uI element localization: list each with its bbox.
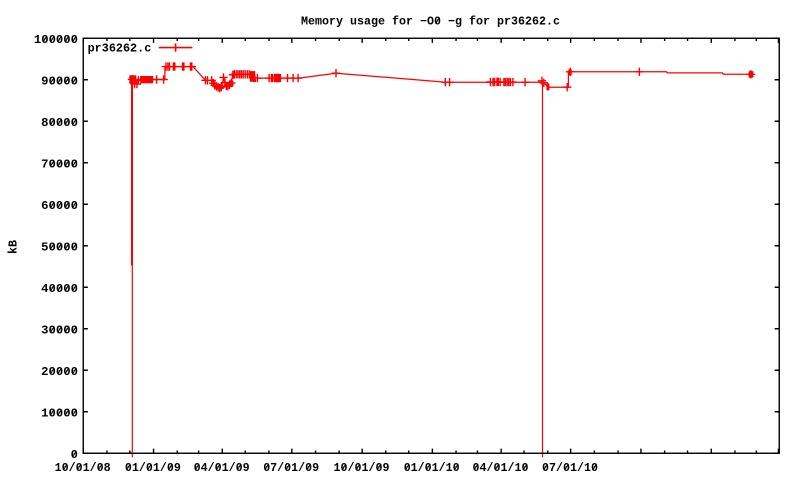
svg-text:kB: kB bbox=[7, 240, 21, 254]
svg-text:04/01/10: 04/01/10 bbox=[473, 461, 529, 475]
svg-text:Memory usage for −O0 −g for pr: Memory usage for −O0 −g for pr36262.c bbox=[301, 15, 560, 29]
svg-text:100000: 100000 bbox=[34, 33, 78, 47]
svg-text:70000: 70000 bbox=[41, 158, 78, 172]
svg-text:10/01/09: 10/01/09 bbox=[334, 461, 390, 475]
svg-text:30000: 30000 bbox=[41, 324, 78, 338]
svg-text:40000: 40000 bbox=[41, 282, 78, 296]
svg-text:07/01/10: 07/01/10 bbox=[542, 461, 598, 475]
svg-text:10/01/08: 10/01/08 bbox=[55, 461, 111, 475]
svg-text:50000: 50000 bbox=[41, 241, 78, 255]
svg-text:60000: 60000 bbox=[41, 199, 78, 213]
svg-text:07/01/09: 07/01/09 bbox=[263, 461, 319, 475]
svg-text:20000: 20000 bbox=[41, 365, 78, 379]
svg-text:01/01/09: 01/01/09 bbox=[125, 461, 181, 475]
svg-text:90000: 90000 bbox=[41, 75, 78, 89]
svg-text:01/01/10: 01/01/10 bbox=[404, 461, 460, 475]
svg-text:10000: 10000 bbox=[41, 407, 78, 421]
svg-text:pr36262.c: pr36262.c bbox=[88, 41, 152, 55]
svg-text:04/01/09: 04/01/09 bbox=[194, 461, 250, 475]
svg-text:80000: 80000 bbox=[41, 116, 78, 130]
